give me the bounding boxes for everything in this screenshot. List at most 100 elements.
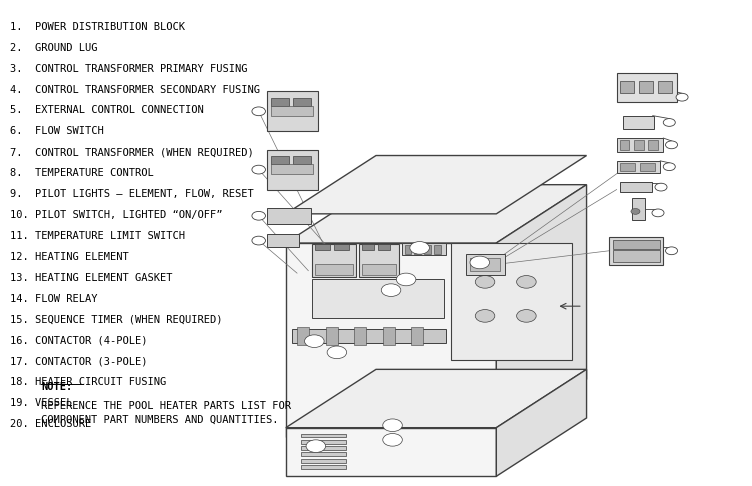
- Text: 20: 20: [389, 437, 396, 442]
- FancyBboxPatch shape: [617, 161, 660, 173]
- FancyBboxPatch shape: [271, 156, 289, 164]
- FancyBboxPatch shape: [639, 81, 653, 93]
- FancyBboxPatch shape: [451, 243, 572, 360]
- FancyBboxPatch shape: [334, 244, 349, 250]
- Circle shape: [475, 276, 495, 288]
- Text: 7.  CONTROL TRANSFORMER (WHEN REQUIRED): 7. CONTROL TRANSFORMER (WHEN REQUIRED): [10, 147, 253, 157]
- FancyBboxPatch shape: [640, 163, 655, 171]
- FancyBboxPatch shape: [301, 465, 346, 469]
- FancyBboxPatch shape: [301, 434, 346, 437]
- FancyBboxPatch shape: [315, 264, 353, 275]
- Circle shape: [475, 310, 495, 322]
- Circle shape: [305, 335, 324, 347]
- Text: 6.  FLOW SWITCH: 6. FLOW SWITCH: [10, 126, 104, 137]
- Polygon shape: [286, 369, 587, 428]
- FancyBboxPatch shape: [293, 98, 311, 106]
- FancyBboxPatch shape: [267, 150, 318, 190]
- FancyBboxPatch shape: [312, 279, 444, 318]
- FancyBboxPatch shape: [315, 244, 330, 250]
- Circle shape: [327, 346, 347, 359]
- Circle shape: [631, 208, 640, 214]
- Text: 1: 1: [680, 95, 684, 100]
- FancyBboxPatch shape: [609, 237, 663, 265]
- FancyBboxPatch shape: [470, 258, 500, 271]
- FancyBboxPatch shape: [613, 250, 660, 262]
- FancyBboxPatch shape: [271, 164, 313, 174]
- Text: 14: 14: [255, 238, 262, 243]
- FancyBboxPatch shape: [405, 245, 411, 254]
- Text: 2: 2: [667, 120, 672, 125]
- FancyBboxPatch shape: [271, 106, 313, 116]
- Circle shape: [470, 256, 490, 269]
- FancyBboxPatch shape: [648, 140, 658, 150]
- FancyBboxPatch shape: [466, 254, 505, 275]
- FancyBboxPatch shape: [362, 264, 396, 275]
- Circle shape: [252, 236, 265, 245]
- Text: 5: 5: [659, 185, 663, 190]
- Text: 8: 8: [478, 260, 482, 265]
- Text: 17: 17: [255, 109, 262, 114]
- Text: 18: 18: [416, 245, 423, 250]
- FancyBboxPatch shape: [301, 452, 346, 456]
- Text: 15. SEQUENCE TIMER (WHEN REQUIRED): 15. SEQUENCE TIMER (WHEN REQUIRED): [10, 314, 223, 325]
- FancyBboxPatch shape: [424, 245, 431, 254]
- Text: 7: 7: [669, 248, 674, 253]
- Text: 14. FLOW RELAY: 14. FLOW RELAY: [10, 294, 97, 304]
- FancyBboxPatch shape: [620, 182, 652, 192]
- Text: 15: 15: [255, 213, 262, 218]
- FancyBboxPatch shape: [378, 244, 390, 250]
- Text: 9.  PILOT LIGHTS – ELEMENT, FLOW, RESET: 9. PILOT LIGHTS – ELEMENT, FLOW, RESET: [10, 189, 253, 199]
- Circle shape: [663, 119, 675, 126]
- FancyBboxPatch shape: [658, 81, 672, 93]
- Text: REFERENCE THE POOL HEATER PARTS LIST FOR
COMPONENT PART NUMBERS AND QUANTITIES.: REFERENCE THE POOL HEATER PARTS LIST FOR…: [41, 401, 291, 425]
- Polygon shape: [496, 185, 587, 437]
- FancyBboxPatch shape: [634, 140, 644, 150]
- Text: 3.  CONTROL TRANSFORMER PRIMARY FUSING: 3. CONTROL TRANSFORMER PRIMARY FUSING: [10, 64, 247, 74]
- Text: 4.  CONTROL TRANSFORMER SECONDARY FUSING: 4. CONTROL TRANSFORMER SECONDARY FUSING: [10, 85, 259, 95]
- Text: 12. HEATING ELEMENT: 12. HEATING ELEMENT: [10, 252, 129, 262]
- FancyBboxPatch shape: [286, 243, 496, 437]
- FancyBboxPatch shape: [414, 245, 421, 254]
- FancyBboxPatch shape: [301, 446, 346, 450]
- FancyBboxPatch shape: [620, 81, 634, 93]
- Polygon shape: [286, 185, 587, 243]
- Circle shape: [383, 419, 402, 432]
- FancyBboxPatch shape: [359, 244, 399, 277]
- Text: 11: 11: [312, 444, 320, 449]
- FancyBboxPatch shape: [286, 428, 496, 476]
- Circle shape: [252, 107, 265, 116]
- FancyBboxPatch shape: [293, 156, 311, 164]
- Circle shape: [517, 276, 536, 288]
- Circle shape: [252, 211, 265, 220]
- Text: 5.  EXTERNAL CONTROL CONNECTION: 5. EXTERNAL CONTROL CONNECTION: [10, 105, 204, 116]
- Text: 16: 16: [255, 167, 262, 172]
- Text: 3: 3: [669, 142, 674, 147]
- Text: 4: 4: [667, 164, 672, 169]
- Polygon shape: [496, 369, 587, 476]
- Circle shape: [663, 163, 675, 171]
- Circle shape: [666, 141, 678, 149]
- FancyBboxPatch shape: [271, 98, 289, 106]
- Circle shape: [517, 310, 536, 322]
- FancyBboxPatch shape: [267, 208, 311, 224]
- FancyBboxPatch shape: [301, 459, 346, 463]
- FancyBboxPatch shape: [354, 327, 366, 345]
- FancyBboxPatch shape: [267, 91, 318, 131]
- FancyBboxPatch shape: [623, 116, 654, 129]
- FancyBboxPatch shape: [617, 73, 677, 102]
- FancyBboxPatch shape: [383, 327, 395, 345]
- FancyBboxPatch shape: [632, 198, 645, 220]
- Text: 9: 9: [404, 277, 408, 282]
- Text: 8.  TEMPERATURE CONTROL: 8. TEMPERATURE CONTROL: [10, 168, 153, 178]
- Text: 20. ENCLOSURE: 20. ENCLOSURE: [10, 419, 91, 429]
- Text: 13. HEATING ELEMENT GASKET: 13. HEATING ELEMENT GASKET: [10, 273, 172, 283]
- FancyBboxPatch shape: [362, 244, 374, 250]
- Text: NOTE:: NOTE:: [41, 382, 73, 392]
- Circle shape: [652, 209, 664, 217]
- FancyBboxPatch shape: [620, 163, 635, 171]
- Text: 19. VESSEL: 19. VESSEL: [10, 398, 72, 408]
- Text: 18. HEATER CIRCUIT FUSING: 18. HEATER CIRCUIT FUSING: [10, 377, 166, 387]
- Circle shape: [306, 440, 326, 452]
- Text: 1.  POWER DISTRIBUTION BLOCK: 1. POWER DISTRIBUTION BLOCK: [10, 22, 185, 32]
- Circle shape: [381, 284, 401, 296]
